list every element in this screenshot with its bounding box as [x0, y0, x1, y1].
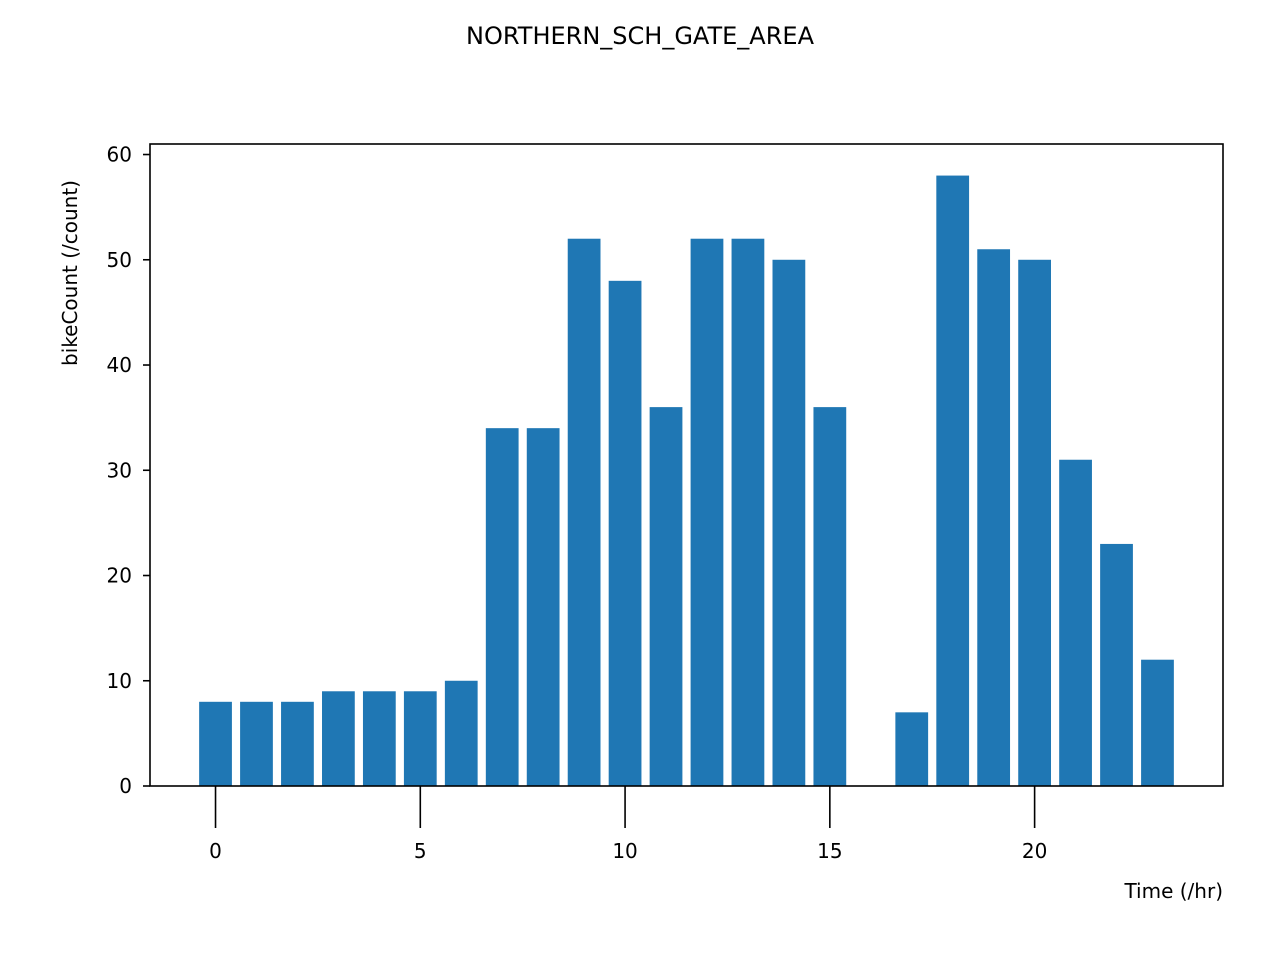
bar-22	[1100, 543, 1133, 786]
x-axis: 0 5 10 15 20	[209, 786, 1047, 863]
bar-13	[731, 238, 765, 786]
bar-23	[1141, 659, 1174, 786]
y-axis: 0 10 20 30 40 50 60	[107, 143, 150, 798]
bar-14	[772, 259, 806, 786]
bar-3	[322, 691, 355, 786]
y-tick-label-30: 30	[107, 458, 132, 482]
x-tick-label-20: 20	[1022, 839, 1047, 863]
bar-15	[813, 407, 847, 786]
x-tick-label-5: 5	[414, 839, 427, 863]
bar-20	[1018, 259, 1051, 786]
x-axis-label: Time (/hr)	[1123, 879, 1223, 903]
bar-7	[485, 428, 519, 786]
bars-group	[199, 175, 1174, 786]
bar-19	[977, 249, 1011, 786]
bar-11	[649, 407, 683, 786]
bar-5	[403, 691, 437, 786]
y-tick-label-60: 60	[107, 143, 132, 167]
x-tick-label-10: 10	[612, 839, 637, 863]
y-axis-label: bikeCount (/count)	[58, 180, 82, 366]
bar-9	[567, 238, 601, 786]
y-tick-label-0: 0	[119, 774, 132, 798]
x-tick-label-15: 15	[817, 839, 842, 863]
y-tick-label-40: 40	[107, 353, 132, 377]
bar-8	[526, 428, 560, 786]
chart-title: NORTHERN_SCH_GATE_AREA	[466, 22, 815, 50]
bar-10	[608, 280, 642, 786]
bar-17	[895, 712, 929, 786]
bar-6	[444, 680, 478, 786]
bar-2	[281, 701, 314, 786]
x-tick-label-0: 0	[209, 839, 222, 863]
bar-4	[362, 691, 396, 786]
y-tick-label-50: 50	[107, 248, 132, 272]
bar-12	[690, 238, 724, 786]
bar-18	[936, 175, 970, 786]
y-tick-label-20: 20	[107, 564, 132, 588]
bar-0	[199, 701, 232, 786]
y-tick-label-10: 10	[107, 669, 132, 693]
bar-21	[1059, 459, 1092, 786]
bar-1	[240, 701, 273, 786]
plot-frame	[149, 143, 1224, 787]
